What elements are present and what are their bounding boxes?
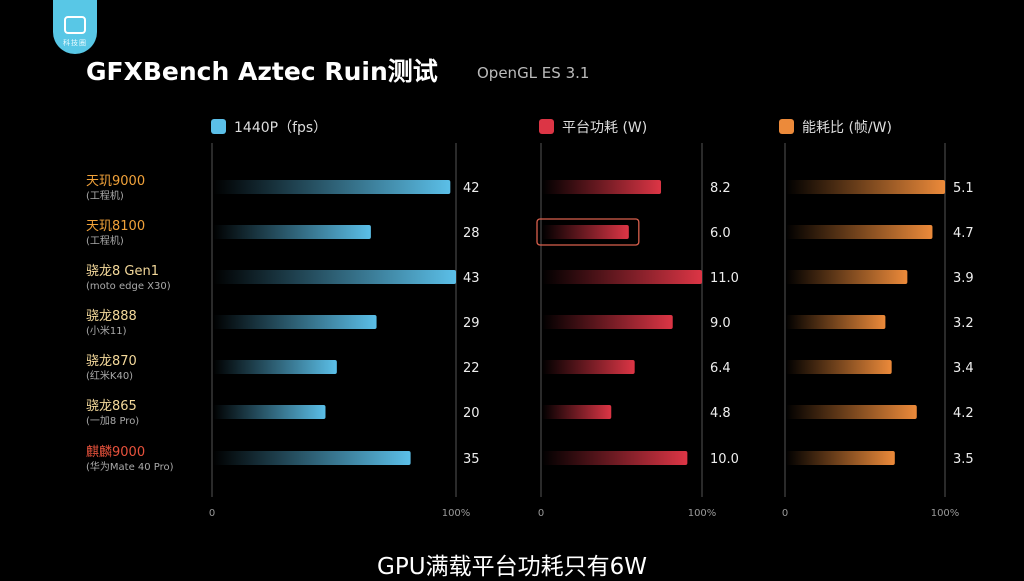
data-label: 22 <box>463 361 480 376</box>
bar <box>213 180 451 194</box>
bar <box>786 270 908 284</box>
legend-label: 1440P（fps） <box>234 120 327 136</box>
data-label: 35 <box>463 452 480 467</box>
bar <box>786 225 933 239</box>
legend-swatch <box>211 119 226 134</box>
bar <box>542 315 673 329</box>
data-label: 11.0 <box>710 271 739 286</box>
camera-icon <box>64 16 86 34</box>
bar <box>542 360 635 374</box>
bar <box>542 405 612 419</box>
category-sublabel: (华为Mate 40 Pro) <box>86 460 174 473</box>
bar <box>542 451 688 465</box>
legend-swatch <box>779 119 794 134</box>
data-label: 43 <box>463 271 480 286</box>
legend-swatch <box>539 119 554 134</box>
category-label: 骁龙888 <box>86 309 137 324</box>
data-label: 4.7 <box>953 226 974 241</box>
data-label: 6.4 <box>710 361 731 376</box>
bar <box>542 270 702 284</box>
data-label: 42 <box>463 181 480 196</box>
bar <box>213 405 326 419</box>
bar <box>213 360 337 374</box>
data-label: 4.8 <box>710 406 731 421</box>
data-label: 4.2 <box>953 406 974 421</box>
category-label: 骁龙870 <box>86 354 137 369</box>
tick-label: 0 <box>782 508 788 519</box>
highlight-box <box>536 218 640 246</box>
tick-label: 100% <box>688 508 717 519</box>
data-label: 10.0 <box>710 452 739 467</box>
logo-text: 科技圈 <box>63 39 87 47</box>
data-label: 9.0 <box>710 316 731 331</box>
data-label: 3.4 <box>953 361 974 376</box>
category-label: 天玑8100 <box>86 219 145 234</box>
tick-label: 100% <box>931 508 960 519</box>
category-sublabel: (小米11) <box>86 324 127 337</box>
category-label: 天玑9000 <box>86 174 145 189</box>
category-sublabel: (红米K40) <box>86 369 133 382</box>
data-label: 3.2 <box>953 316 974 331</box>
bar <box>213 315 377 329</box>
bar <box>542 180 662 194</box>
brand-logo: 科技圈 <box>53 0 97 54</box>
tick-label: 0 <box>209 508 215 519</box>
category-label: 骁龙865 <box>86 399 137 414</box>
legend-label: 平台功耗 (W) <box>562 120 647 136</box>
data-label: 6.0 <box>710 226 731 241</box>
category-sublabel: (工程机) <box>86 189 124 202</box>
bar <box>786 360 892 374</box>
legend-label: 能耗比 (帧/W) <box>802 120 892 136</box>
data-label: 3.9 <box>953 271 974 286</box>
category-sublabel: (工程机) <box>86 234 124 247</box>
category-sublabel: (moto edge X30) <box>86 281 171 292</box>
bar <box>786 180 945 194</box>
category-sublabel: (一加8 Pro) <box>86 415 139 427</box>
category-label: 麒麟9000 <box>86 444 145 460</box>
bar <box>786 315 886 329</box>
bar <box>786 405 917 419</box>
data-label: 8.2 <box>710 181 731 196</box>
data-label: 3.5 <box>953 452 974 467</box>
page-title: GFXBench Aztec Ruin测试 <box>86 57 438 86</box>
bar <box>786 451 895 465</box>
bar <box>213 451 411 465</box>
tick-label: 0 <box>538 508 544 519</box>
data-label: 20 <box>463 406 480 421</box>
bar <box>213 225 371 239</box>
data-label: 28 <box>463 226 480 241</box>
tick-label: 100% <box>442 508 471 519</box>
bar <box>542 225 629 239</box>
category-label: 骁龙8 Gen1 <box>86 264 159 279</box>
bar <box>213 270 456 284</box>
caption-text: GPU满载平台功耗只有6W <box>377 554 647 580</box>
data-label: 29 <box>463 316 480 331</box>
page-subtitle: OpenGL ES 3.1 <box>477 64 590 82</box>
data-label: 5.1 <box>953 181 974 196</box>
